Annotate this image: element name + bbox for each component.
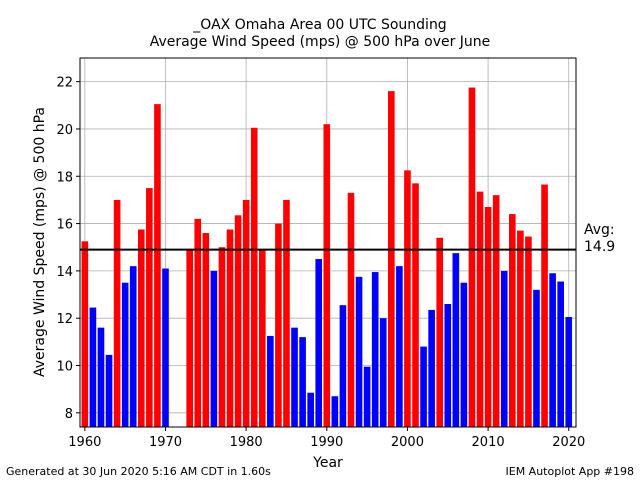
y-tick-label: 22 (56, 76, 73, 91)
bar-2011 (492, 195, 500, 427)
bar-1980 (242, 199, 250, 427)
bar-1994 (355, 276, 363, 427)
y-axis-ticks: 8 10 12 14 16 18 20 22 (56, 76, 80, 422)
bar-1966 (129, 266, 137, 427)
bar-1996 (371, 272, 379, 427)
bar-2000 (404, 170, 411, 427)
bar-2004 (436, 237, 444, 427)
bar-1968 (146, 188, 153, 427)
bar-1993 (347, 192, 355, 427)
bar-series (81, 87, 573, 428)
bar-1981 (250, 127, 258, 428)
bar-1998 (388, 91, 395, 427)
chart-title-line2: Average Wind Speed (mps) @ 500 hPa over … (150, 34, 491, 50)
footer-generated-text: Generated at 30 Jun 2020 5:16 AM CDT in … (6, 465, 271, 478)
bar-2003 (428, 309, 435, 427)
x-tick-label: 2020 (552, 435, 585, 450)
x-axis-label: Year (312, 455, 343, 471)
bar-2016 (533, 289, 540, 427)
x-tick-label: 1960 (68, 435, 101, 450)
bar-2006 (452, 253, 460, 427)
average-label-line2: 14.9 (584, 239, 615, 255)
bar-1975 (202, 233, 210, 427)
bar-1988 (307, 392, 314, 427)
bar-1973 (186, 249, 193, 427)
bar-2019 (557, 281, 564, 427)
bar-1987 (299, 337, 306, 427)
bar-1990 (323, 124, 331, 427)
average-label-line1: Avg: (584, 222, 615, 238)
bar-2009 (476, 191, 484, 427)
bar-1977 (218, 247, 226, 427)
bar-1989 (315, 259, 323, 427)
bar-1986 (291, 327, 298, 427)
x-axis-ticks: 1960 1970 1980 1990 2000 2010 2020 (68, 427, 585, 450)
x-tick-label: 1990 (310, 435, 343, 450)
chart-title-line1: _OAX Omaha Area 00 UTC Sounding (192, 17, 446, 33)
x-tick-label: 2000 (391, 435, 424, 450)
bar-1964 (113, 199, 121, 427)
bar-1997 (379, 318, 387, 427)
bar-2013 (508, 214, 516, 427)
bar-1992 (339, 305, 347, 427)
bar-1965 (121, 282, 129, 427)
bar-2010 (484, 207, 492, 427)
plot-frame (79, 57, 577, 428)
x-tick-label: 1980 (230, 435, 263, 450)
bar-2015 (525, 236, 532, 427)
y-tick-label: 20 (56, 123, 73, 138)
bar-1970 (162, 268, 169, 427)
bar-1984 (275, 223, 282, 427)
bar-1976 (210, 270, 218, 427)
y-tick-label: 12 (56, 312, 73, 327)
bar-2012 (500, 270, 508, 427)
y-axis-label: Average Wind Speed (mps) @ 500 hPa (32, 107, 48, 377)
y-tick-label: 8 (65, 407, 73, 422)
bar-1985 (283, 199, 290, 427)
bar-2007 (460, 282, 468, 427)
bar-1983 (267, 335, 274, 427)
y-tick-label: 16 (56, 218, 73, 233)
bar-1960 (81, 241, 89, 427)
y-tick-label: 18 (56, 170, 73, 185)
bar-1979 (234, 215, 242, 427)
bar-1969 (154, 104, 161, 427)
bar-1999 (396, 266, 403, 427)
x-tick-label: 1970 (149, 435, 182, 450)
bar-2002 (420, 346, 427, 427)
bar-2018 (549, 273, 556, 427)
bar-2017 (541, 184, 548, 427)
bar-1982 (258, 249, 266, 427)
bar-2014 (517, 230, 524, 427)
bar-1991 (331, 396, 339, 427)
bar-1995 (363, 366, 371, 427)
bar-2005 (444, 304, 452, 427)
y-tick-label: 14 (56, 265, 73, 280)
x-tick-label: 2010 (472, 435, 505, 450)
bar-2001 (412, 183, 419, 427)
footer-app-credit: IEM Autoplot App #198 (505, 465, 635, 478)
bar-2008 (468, 87, 476, 427)
bar-2020 (565, 317, 573, 427)
bar-1967 (137, 229, 145, 427)
bar-1974 (194, 218, 202, 427)
bar-1978 (226, 229, 234, 427)
y-tick-label: 10 (56, 360, 73, 375)
bar-1963 (105, 354, 113, 427)
bar-1962 (97, 327, 105, 427)
bar-1961 (89, 307, 97, 427)
